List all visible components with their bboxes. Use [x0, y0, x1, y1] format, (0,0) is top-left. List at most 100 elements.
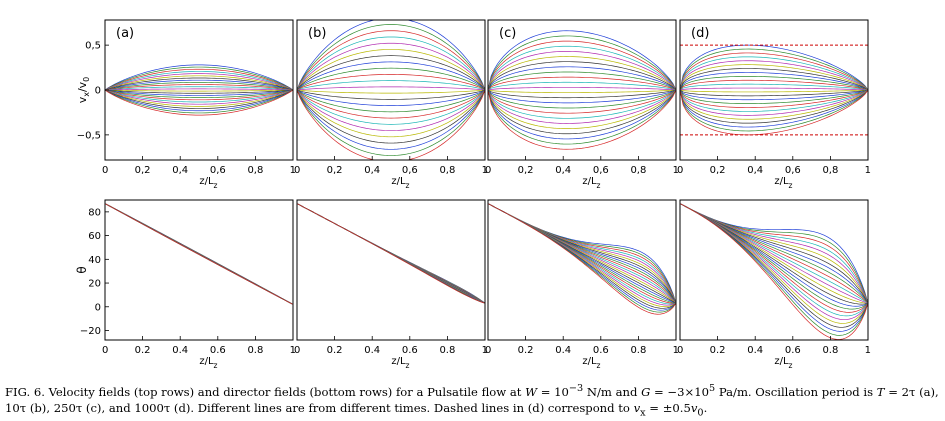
series-line: [297, 86, 485, 91]
y-tick-label: −20: [80, 326, 101, 337]
series-line: [680, 44, 868, 91]
series-group: [488, 30, 676, 150]
series-line: [105, 73, 293, 91]
series-line: [105, 89, 293, 103]
x-tick-label: 0.2: [327, 345, 343, 356]
x-tick-label: 0,2: [135, 165, 151, 176]
series-line: [680, 89, 868, 97]
series-line: [488, 66, 676, 91]
series-line: [488, 87, 676, 91]
chart-panel-bottom-3: 0 0.2 0.4 0.6 0.8 1: [485, 199, 679, 356]
series-line: [297, 89, 485, 100]
series-line: [105, 89, 293, 99]
x-tick-label: 1: [865, 345, 871, 356]
caption-text-5: Pa/m. Oscillation period is: [718, 384, 874, 399]
axes-frame: [296, 199, 486, 341]
x-tick-label: 0,4: [364, 165, 380, 176]
x-tick-label: 1: [865, 165, 871, 176]
caption-t-symbol: T: [876, 384, 885, 399]
series-line: [105, 77, 293, 91]
series-line: [297, 24, 485, 91]
x-tick-label: 1: [673, 345, 679, 356]
y-tick-label: 0,5: [85, 41, 101, 52]
caption-text-6: = 2τ: [888, 384, 916, 399]
caption-text-7: (a), 10τ (b), 250τ (c), and 1000τ (d). D…: [5, 384, 939, 415]
series-line: [105, 89, 293, 96]
series-line: [105, 88, 293, 91]
series-line: [488, 203, 676, 315]
x-tick-label: 0: [294, 165, 300, 176]
chart-panel-top-1: 0 0,2 0,4 0,6 0,8 1 0,5 0 −0,5 (a): [77, 19, 296, 176]
series-line: [488, 89, 676, 124]
x-tick-label: 0,8: [822, 165, 838, 176]
series-line: [680, 60, 868, 91]
series-line: [105, 75, 293, 91]
chart-panel-top-3: 0 0,2 0,4 0,6 0,8 1 (c): [485, 19, 679, 176]
x-tick-label: 0,2: [327, 165, 343, 176]
series-line: [105, 86, 293, 91]
series-line: [488, 45, 676, 91]
series-line: [680, 89, 868, 116]
series-line: [680, 79, 868, 91]
series-line: [105, 79, 293, 91]
x-tick-label: 0: [677, 165, 683, 176]
x-tick-label: 1: [673, 165, 679, 176]
series-line: [297, 89, 485, 144]
series-line: [488, 71, 676, 91]
x-tick-label: 0.6: [785, 345, 801, 356]
x-tick-label: 0.4: [555, 345, 571, 356]
series-group: [297, 203, 485, 304]
series-line: [297, 20, 485, 91]
series-line: [297, 55, 485, 91]
caption-text-4: = −3×10: [654, 384, 709, 399]
series-line: [297, 89, 485, 156]
series-line: [297, 36, 485, 91]
series-line: [297, 89, 485, 138]
series-line: [297, 61, 485, 91]
series-line: [297, 89, 485, 113]
series-line: [297, 80, 485, 91]
series-line: [105, 68, 293, 91]
series-line: [297, 74, 485, 91]
x-tick-label: 0,8: [630, 165, 646, 176]
x-tick-label: 0: [294, 345, 300, 356]
y-tick-label: 0: [95, 302, 101, 313]
series-line: [297, 89, 485, 131]
x-axis-label: z/Lz: [582, 176, 600, 190]
series-line: [488, 89, 676, 135]
x-tick-label: 0: [102, 165, 108, 176]
caption-v0-symbol: v: [690, 400, 698, 415]
series-line: [488, 89, 676, 109]
x-axis-label: z/Lz: [199, 176, 217, 190]
series-line: [680, 203, 868, 324]
axes-frame: [104, 19, 294, 161]
x-axis-label: z/Lz: [774, 356, 792, 370]
axes-frame: [296, 19, 486, 161]
x-tick-label: 0.2: [518, 345, 534, 356]
x-tick-label: 0,2: [710, 165, 726, 176]
x-axis-label: z/Lz: [391, 176, 409, 190]
series-line: [680, 56, 868, 91]
x-tick-label: 0,8: [247, 165, 263, 176]
series-line: [488, 89, 676, 93]
series-line: [105, 81, 293, 91]
series-line: [105, 89, 293, 94]
series-line: [488, 61, 676, 91]
x-tick-label: 0: [485, 165, 491, 176]
series-line: [105, 89, 293, 116]
x-tick-label: 0,6: [210, 165, 226, 176]
y-tick-label: 20: [88, 279, 101, 290]
series-line: [680, 64, 868, 91]
x-tick-label: 1: [482, 345, 488, 356]
y-tick-label: 0: [95, 86, 101, 97]
series-line: [105, 89, 293, 92]
x-tick-label: 0.8: [247, 345, 263, 356]
series-line: [680, 203, 868, 328]
chart-panel-bottom-2: 0 0.2 0.4 0.6 0.8 1: [294, 199, 488, 356]
series-line: [105, 84, 293, 91]
series-line: [105, 89, 293, 112]
x-axis-label: z/Lz: [774, 176, 792, 190]
series-group: [680, 203, 868, 340]
x-tick-label: 1: [290, 165, 296, 176]
x-tick-label: 0.2: [135, 345, 151, 356]
